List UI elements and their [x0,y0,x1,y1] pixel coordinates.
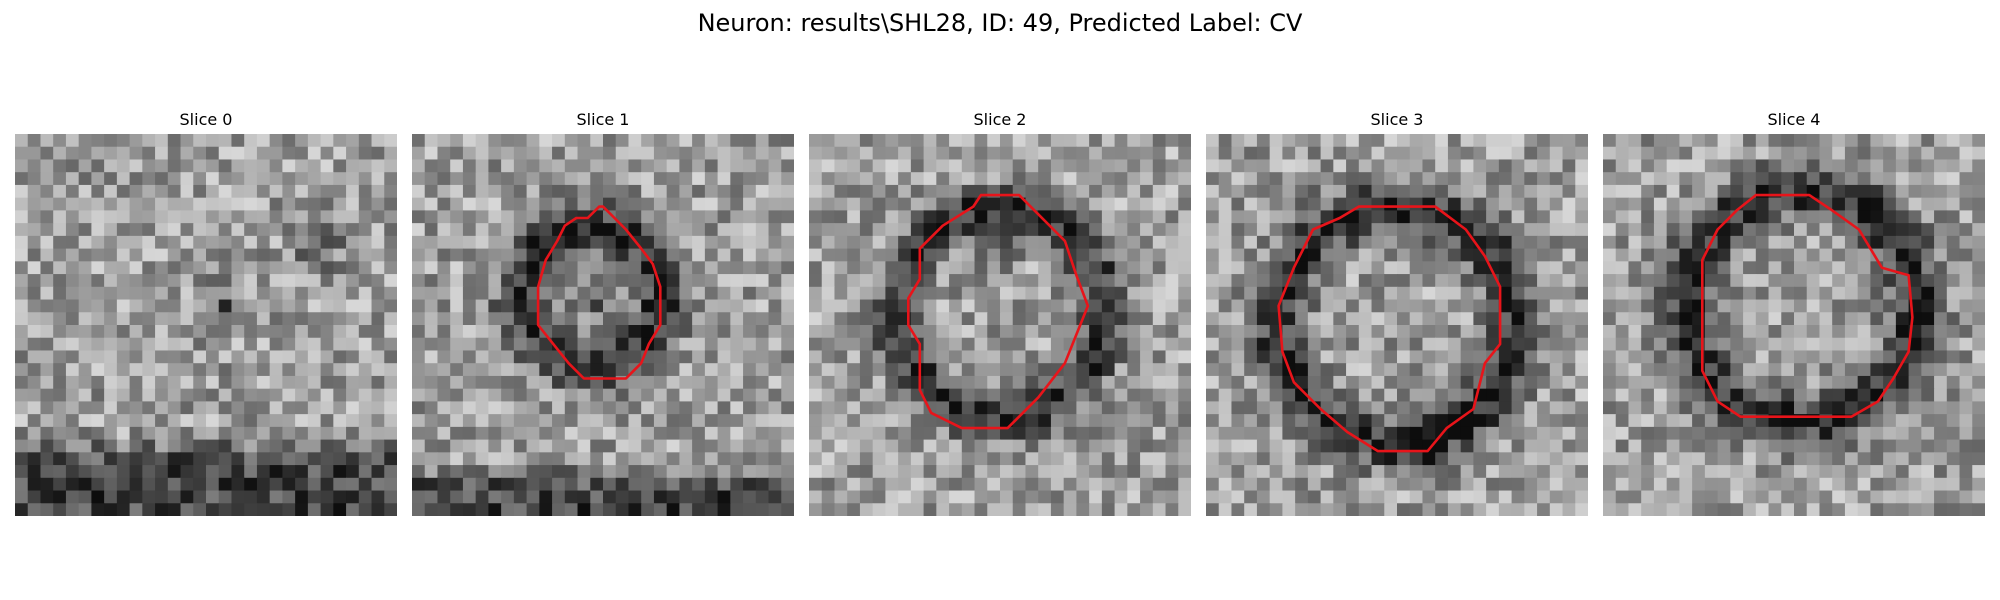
panel-title-slice-4: Slice 4 [1767,110,1821,129]
panel-title-slice-2: Slice 2 [973,110,1027,129]
pixel-grid [15,134,397,516]
panel-title-slice-3: Slice 3 [1370,110,1424,129]
pixel-grid [1603,134,1985,516]
contour-outline [907,193,1090,430]
contour-outline [1701,193,1914,419]
slice-4-image [1603,134,1985,516]
pixel-grid [412,134,794,516]
pixel-grid [1206,134,1588,516]
slice-0-image [15,134,397,516]
panel-title-slice-1: Slice 1 [576,110,630,129]
pixel-grid [809,134,1191,516]
slice-1-image [412,134,794,516]
slice-2-image [809,134,1191,516]
contour-outline [1277,205,1502,453]
figure-title: Neuron: results\SHL28, ID: 49, Predicted… [697,9,1303,37]
panel-title-slice-0: Slice 0 [179,110,233,129]
contour-outline [536,205,662,380]
slice-3-image [1206,134,1588,516]
